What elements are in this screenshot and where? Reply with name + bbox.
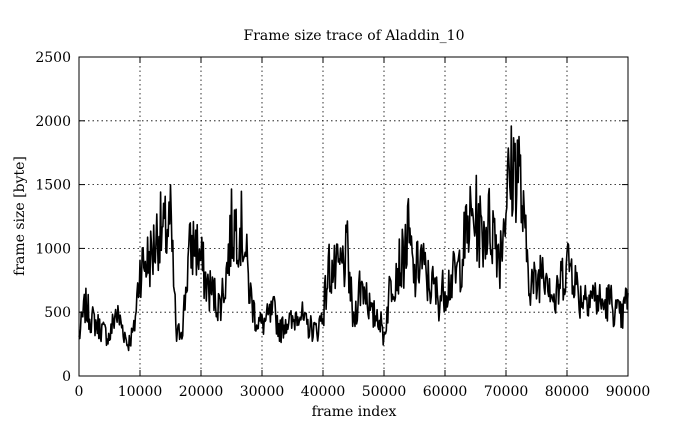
plot-frame [78, 56, 629, 377]
y-tick-label: 2500 [35, 50, 71, 66]
x-tick-label: 70000 [484, 384, 529, 400]
x-tick-label: 10000 [118, 384, 163, 400]
x-tick-label: 0 [75, 384, 84, 400]
x-tick-label: 40000 [301, 384, 346, 400]
y-tick-label: 1000 [35, 241, 71, 257]
x-tick-label: 30000 [240, 384, 285, 400]
y-tick-label: 500 [44, 305, 71, 321]
x-tick-label: 90000 [606, 384, 651, 400]
y-tick-label: 2000 [35, 114, 71, 130]
x-tick-label: 60000 [423, 384, 468, 400]
y-tick-labels: 0 500 1000 1500 2000 2500 [35, 50, 71, 385]
x-tick-label: 50000 [362, 384, 407, 400]
y-tick-label: 0 [62, 369, 71, 385]
x-axis-ticks [78, 57, 629, 376]
x-tick-label: 80000 [545, 384, 590, 400]
y-tick-label: 1500 [35, 178, 71, 194]
vertical-gridlines [139, 57, 568, 376]
y-axis-label: frame size [byte] [12, 156, 28, 276]
x-tick-label: 20000 [179, 384, 224, 400]
chart-title: Frame size trace of Aladdin_10 [243, 28, 464, 44]
x-axis-label: frame index [312, 404, 397, 420]
frame-size-trace-line [78, 125, 629, 352]
x-tick-labels: 0 10000 20000 30000 40000 50000 60000 70000 8000… [75, 384, 651, 400]
